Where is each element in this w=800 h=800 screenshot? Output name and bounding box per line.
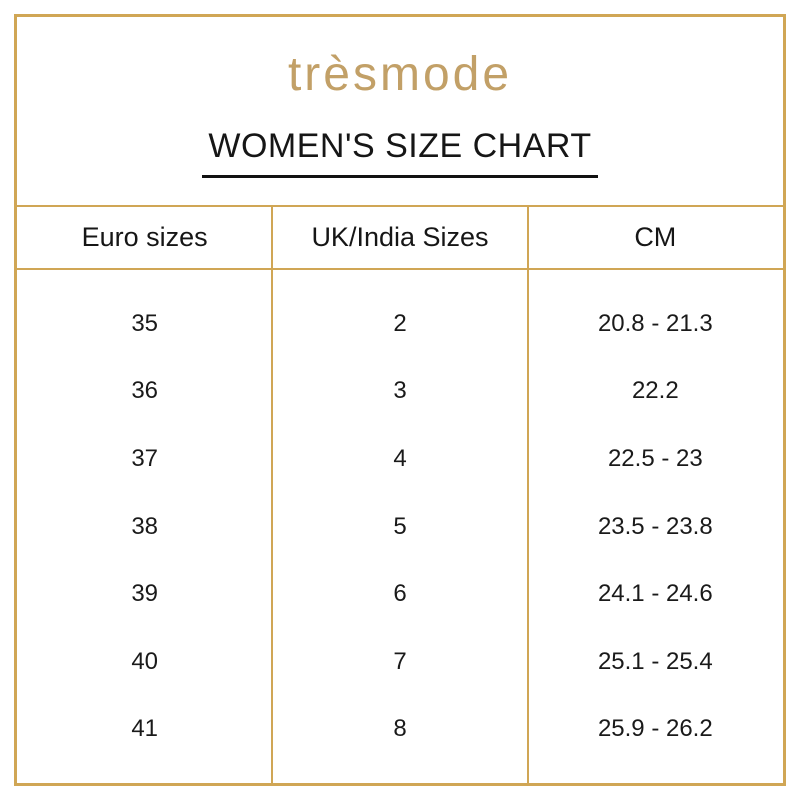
size-table: Euro sizes UK/India Sizes CM 35 2 20.8 -… xyxy=(17,205,783,783)
brand-logo: trèsmode xyxy=(287,48,513,101)
cell-cm: 22.5 - 23 xyxy=(607,445,703,472)
table-row: 38 5 23.5 - 23.8 xyxy=(17,493,783,561)
cell-euro-size: 36 xyxy=(131,377,159,405)
cell-euro-size: 41 xyxy=(131,715,159,743)
table-row: 36 3 22.2 xyxy=(17,358,783,426)
cell-uk-india-size: 8 xyxy=(393,715,407,743)
cell-euro-size: 35 xyxy=(131,309,159,337)
table-row: 40 7 25.1 - 25.4 xyxy=(17,628,783,696)
gold-frame: trèsmode WOMEN'S SIZE CHART Euro sizes U… xyxy=(14,14,786,786)
cell-euro-size: 38 xyxy=(131,512,159,540)
table-row: 35 2 20.8 - 21.3 xyxy=(17,290,783,358)
table-row: 37 4 22.5 - 23 xyxy=(17,425,783,493)
cell-cm: 24.1 - 24.6 xyxy=(597,580,713,608)
cell-uk-india-size: 2 xyxy=(393,309,407,337)
cell-uk-india-size: 7 xyxy=(393,647,407,675)
cell-cm: 23.5 - 23.8 xyxy=(597,512,713,540)
table-row: 41 8 25.9 - 26.2 xyxy=(17,695,783,763)
cell-cm: 20.8 - 21.3 xyxy=(597,309,713,337)
cell-uk-india-size: 3 xyxy=(393,377,407,405)
cell-uk-india-size: 6 xyxy=(393,580,407,608)
cell-cm: 25.9 - 26.2 xyxy=(597,715,713,743)
cell-euro-size: 37 xyxy=(131,445,159,472)
cell-uk-india-size: 5 xyxy=(393,512,407,540)
column-header-uk-india-sizes: UK/India Sizes xyxy=(311,222,489,253)
cell-euro-size: 40 xyxy=(131,647,159,675)
cell-cm: 25.1 - 25.4 xyxy=(597,647,713,675)
cell-euro-size: 39 xyxy=(131,580,159,608)
page-title: WOMEN'S SIZE CHART xyxy=(202,127,598,179)
column-header-cm: CM xyxy=(634,222,677,253)
table-header-row: Euro sizes UK/India Sizes CM xyxy=(17,205,783,271)
cell-uk-india-size: 4 xyxy=(393,445,407,472)
table-row: 39 6 24.1 - 24.6 xyxy=(17,560,783,628)
column-divider-1 xyxy=(271,205,274,783)
title-wrap: WOMEN'S SIZE CHART xyxy=(17,127,783,179)
cell-cm: 22.2 xyxy=(631,377,679,405)
table-body: 35 2 20.8 - 21.3 36 3 22.2 37 4 22.5 - 2… xyxy=(17,270,783,783)
column-divider-2 xyxy=(526,205,529,783)
column-header-euro-sizes: Euro sizes xyxy=(81,222,208,253)
